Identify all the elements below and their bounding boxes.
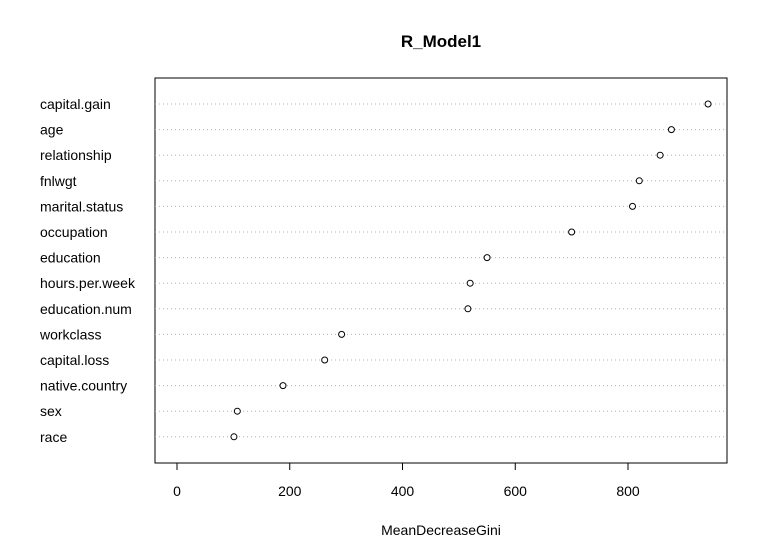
x-axis-title: MeanDecreaseGini <box>381 522 501 538</box>
category-label: occupation <box>40 224 108 240</box>
category-label: capital.loss <box>40 352 109 368</box>
category-label: workclass <box>39 326 101 342</box>
data-point <box>321 356 329 364</box>
x-tick-label: 0 <box>173 483 181 499</box>
data-point <box>704 100 712 108</box>
data-point <box>667 126 675 134</box>
x-tick-label: 400 <box>391 483 415 499</box>
x-tick-label: 800 <box>616 483 640 499</box>
x-tick-label: 600 <box>504 483 528 499</box>
category-label: age <box>40 122 64 138</box>
data-point <box>466 279 474 287</box>
x-tick-label: 200 <box>278 483 302 499</box>
category-label: fnlwgt <box>40 173 77 189</box>
plot-area: capital.gain age relationship fnlwgt marital… <box>39 77 728 499</box>
data-point <box>635 177 643 185</box>
category-label: race <box>40 429 67 445</box>
chart-title: R_Model1 <box>401 32 481 51</box>
plot-frame <box>154 77 728 464</box>
data-point <box>629 202 637 210</box>
category-label: hours.per.week <box>40 275 136 291</box>
category-label: native.country <box>40 378 127 394</box>
data-point <box>279 382 287 390</box>
data-point <box>656 151 664 159</box>
category-label: relationship <box>40 147 112 163</box>
category-label: capital.gain <box>40 96 111 112</box>
category-label: sex <box>40 403 62 419</box>
category-label: education.num <box>40 301 132 317</box>
data-point <box>233 407 241 415</box>
data-point <box>483 254 491 262</box>
category-label: marital.status <box>40 198 123 214</box>
data-point <box>568 228 576 236</box>
data-point <box>464 305 472 313</box>
data-point <box>230 433 238 441</box>
category-label: education <box>40 250 101 266</box>
data-point <box>338 330 346 338</box>
